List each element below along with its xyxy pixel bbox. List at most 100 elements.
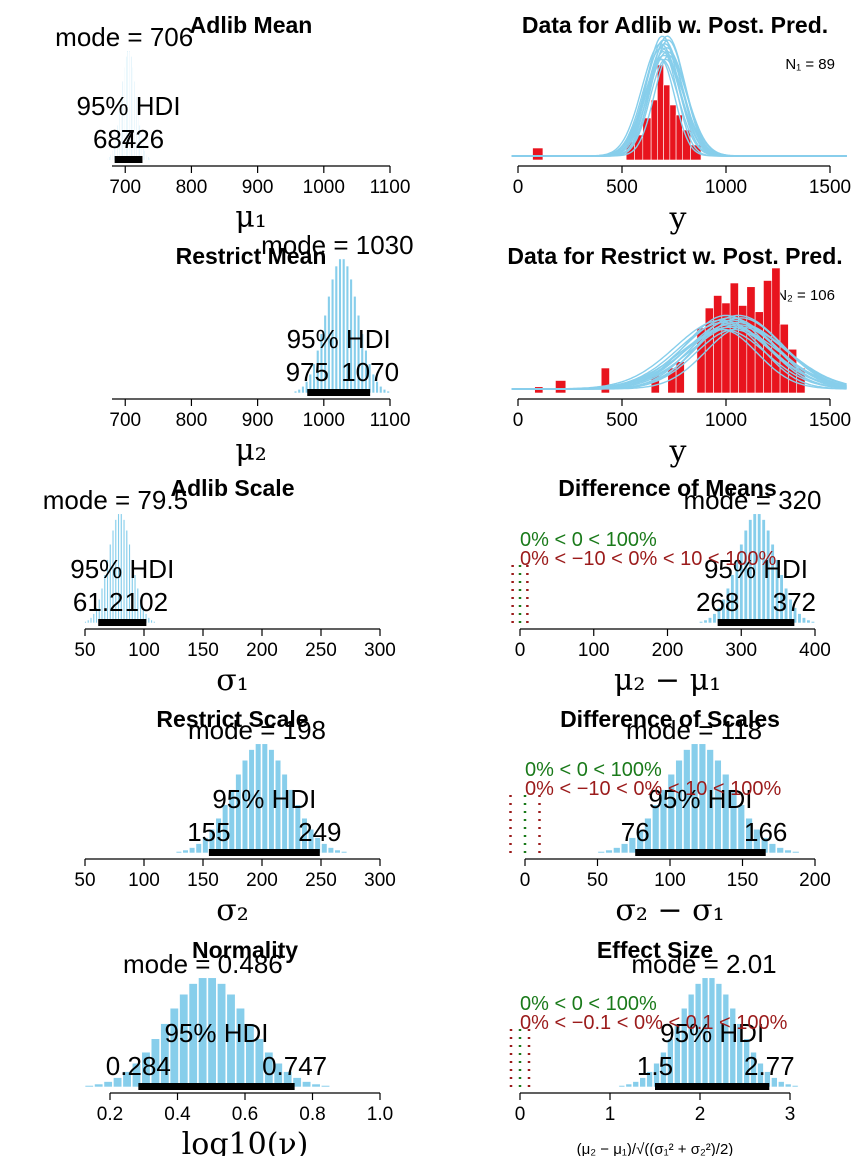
posterior-bar <box>597 851 605 854</box>
x-tick-label: 1500 <box>809 410 851 431</box>
posterior-bar <box>150 619 153 624</box>
posterior-bar <box>806 619 811 624</box>
hdi-label: 95% HDI <box>77 91 181 121</box>
posterior-bar <box>784 849 792 854</box>
posterior-bar <box>111 150 114 161</box>
posterior-bar <box>784 1083 792 1088</box>
hdi-label: 95% HDI <box>287 324 391 354</box>
panel-data-for-restrict-w-post-pred-: Data for Restrict w. Post. Pred. N₂ = 106… <box>507 243 851 469</box>
x-tick-label: 0.8 <box>299 1104 325 1125</box>
data-bar <box>682 129 691 161</box>
data-bar <box>650 99 658 161</box>
mode-label: mode = 2.01 <box>631 949 776 979</box>
posterior-bar <box>301 385 305 394</box>
x-tick-label: 50 <box>587 870 608 891</box>
hdi-high-value: 372 <box>773 587 816 617</box>
posterior-bar <box>84 621 87 624</box>
posterior-bar <box>320 1085 331 1088</box>
hdi-low-value: 1.5 <box>637 1051 673 1081</box>
posterior-bar <box>771 1077 778 1088</box>
hdi-low-value: 268 <box>696 587 739 617</box>
panel-title: Adlib Scale <box>171 475 295 501</box>
x-tick-label: 150 <box>727 870 759 891</box>
posterior-bar <box>175 851 183 854</box>
posterior-bar <box>620 843 629 854</box>
posterior-bar <box>712 613 717 624</box>
x-axis-label: log10(ν) <box>182 1127 309 1156</box>
posterior-bar <box>382 389 387 394</box>
x-tick-label: 2 <box>695 1104 706 1125</box>
posterior-predictive-curve <box>511 328 847 390</box>
posterior-bar <box>103 1081 113 1088</box>
posterior-bar <box>293 390 298 394</box>
sample-size-label: N₁ = 89 <box>785 56 835 73</box>
posterior-bar <box>149 158 151 161</box>
x-tick-label: 250 <box>305 640 337 661</box>
posterior-bar <box>297 389 301 394</box>
x-axis-label: μ₂ − μ₁ <box>614 663 721 698</box>
hdi-label: 95% HDI <box>212 784 316 814</box>
x-tick-label: 0 <box>515 1104 526 1125</box>
posterior-bar <box>292 1077 302 1088</box>
mode-label: mode = 706 <box>55 22 193 52</box>
hdi-bar <box>98 619 147 626</box>
posterior-bar <box>304 381 309 394</box>
hdi-label: 95% HDI <box>660 1018 764 1048</box>
hdi-bar <box>717 619 795 626</box>
posterior-bar <box>94 1083 104 1088</box>
hdi-bar <box>138 1083 295 1090</box>
x-axis-label: (μ₂ − μ₁)/√((σ₁² + σ₂²)/2) <box>577 1141 734 1156</box>
x-axis-label: σ₁ <box>216 663 249 698</box>
mode-label: mode = 0.486 <box>123 949 283 979</box>
panel-title: Normality <box>192 937 298 963</box>
panel-title: Difference of Means <box>558 475 777 501</box>
x-tick-label: 3 <box>785 1104 796 1125</box>
posterior-predictive-curve <box>511 58 847 157</box>
x-tick-label: 1100 <box>370 410 411 431</box>
mode-label: mode = 118 <box>626 715 762 745</box>
hdi-high-value: 166 <box>744 817 787 847</box>
x-tick-label: 300 <box>725 640 757 661</box>
x-tick-label: 1.0 <box>367 1104 393 1125</box>
posterior-bar <box>792 607 798 624</box>
hdi-bar <box>114 156 143 163</box>
data-bar <box>534 386 544 394</box>
x-tick-label: 250 <box>305 870 337 891</box>
hdi-high-value: 249 <box>298 817 341 847</box>
posterior-bar <box>639 1077 646 1088</box>
x-tick-label: 100 <box>578 640 610 661</box>
x-axis-label: σ₂ − σ₁ <box>615 893 724 928</box>
hdi-high-value: 0.747 <box>262 1051 327 1081</box>
data-bar <box>600 367 610 394</box>
posterior-bar <box>810 621 815 624</box>
x-tick-label: 200 <box>246 640 278 661</box>
x-tick-label: 0 <box>513 177 524 198</box>
x-tick-label: 900 <box>242 410 274 431</box>
hdi-label: 95% HDI <box>648 784 752 814</box>
mode-label: mode = 198 <box>188 715 326 745</box>
posterior-bar <box>791 1085 799 1088</box>
posterior-bar <box>122 1071 132 1088</box>
hdi-label: 95% HDI <box>164 1018 268 1048</box>
data-bar <box>663 84 671 161</box>
hdi-low-value: 76 <box>621 817 650 847</box>
x-axis-label: σ₂ <box>216 893 249 928</box>
hdi-high-value: 2.77 <box>744 1051 795 1081</box>
x-tick-label: 1000 <box>705 177 747 198</box>
x-tick-label: 500 <box>606 177 638 198</box>
posterior-bar <box>311 1083 321 1088</box>
rope-text: 0% < −10 < 0% < 10 < 100% <box>520 548 777 570</box>
posterior-bar <box>768 843 777 854</box>
hdi-bar <box>307 389 371 396</box>
comparison-text: 0% < 0 < 100% <box>525 759 662 781</box>
x-tick-label: 0 <box>520 870 531 891</box>
posterior-bar <box>195 843 202 854</box>
panel-title: Restrict Scale <box>156 706 308 732</box>
